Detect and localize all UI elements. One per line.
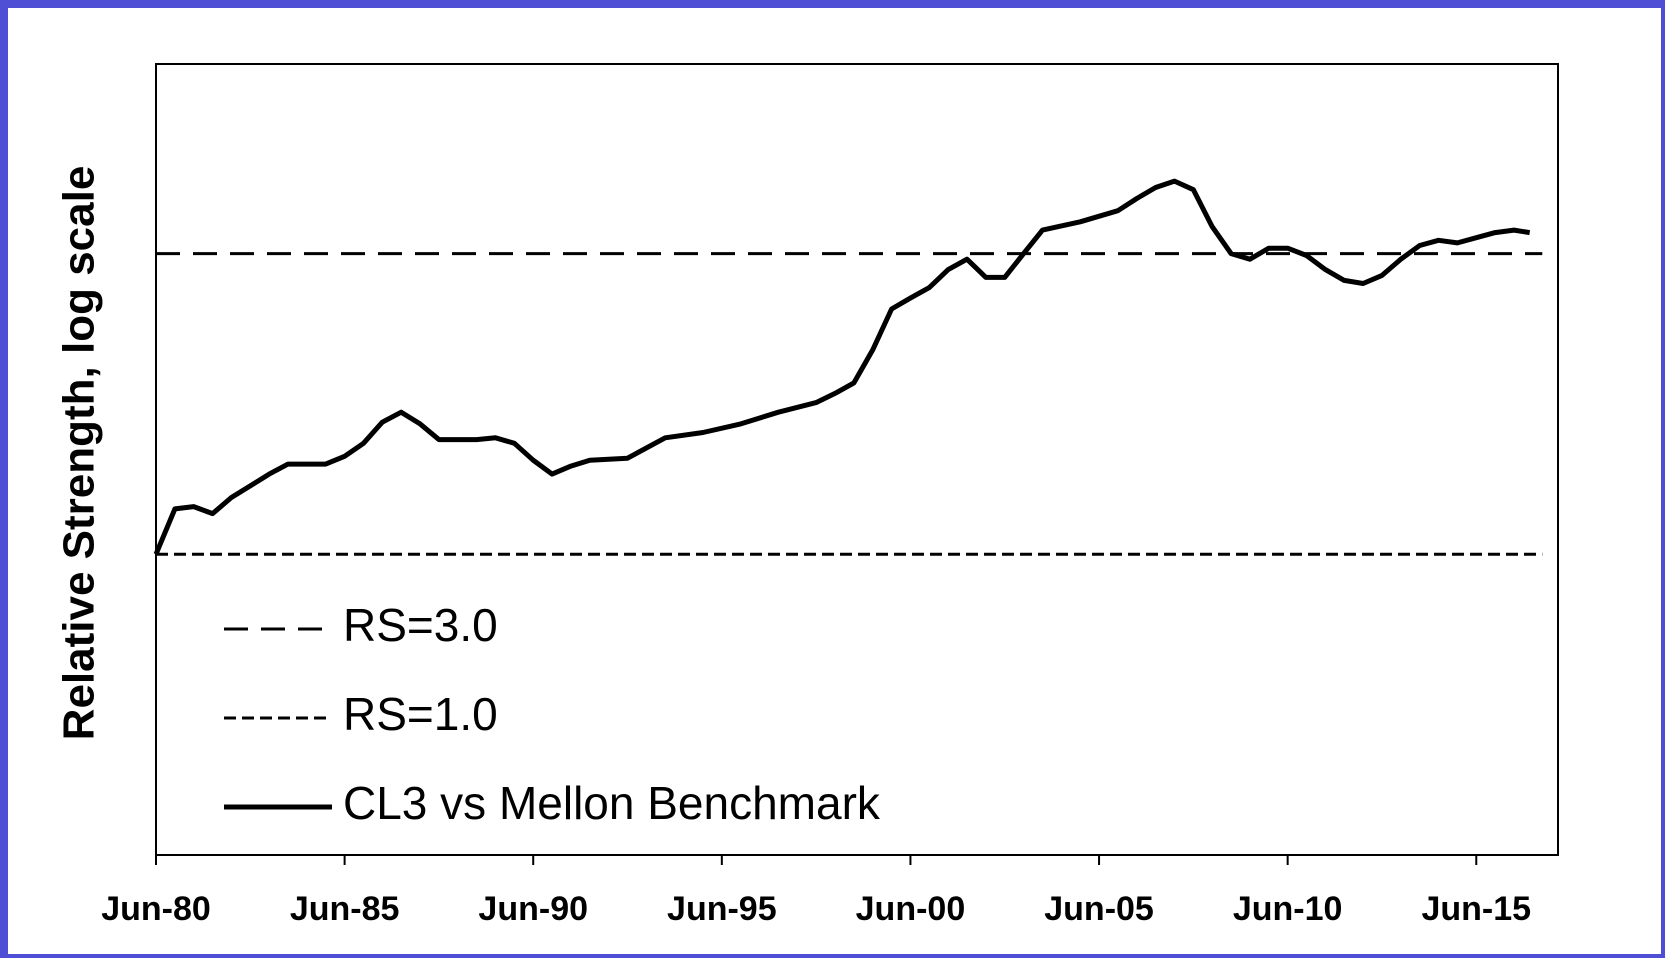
series-line xyxy=(153,178,1531,556)
legend-label: RS=3.0 xyxy=(343,599,498,651)
x-tick-label: Jun-00 xyxy=(856,890,966,928)
x-tick-label: Jun-05 xyxy=(1044,890,1154,928)
legend-label: CL3 vs Mellon Benchmark xyxy=(343,777,881,829)
x-tick-label: Jun-90 xyxy=(478,890,588,928)
x-tick-label: Jun-85 xyxy=(290,890,400,928)
x-tick-label: Jun-80 xyxy=(101,890,211,928)
x-tick-label: Jun-95 xyxy=(667,890,777,928)
y-axis-label: Relative Strength, log scale xyxy=(55,166,104,741)
x-tick-label: Jun-10 xyxy=(1233,890,1343,928)
chart: Relative Strength, log scale Jun-80 Jun-8… xyxy=(55,63,1559,928)
legend-label: RS=1.0 xyxy=(343,688,498,740)
x-tick-label: Jun-15 xyxy=(1421,890,1531,928)
plot-area xyxy=(155,63,1559,856)
